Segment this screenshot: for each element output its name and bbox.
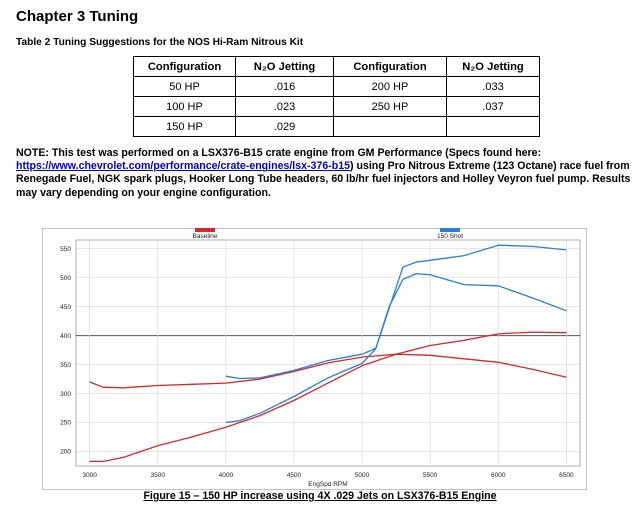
table-row: 150 HP .029 — [133, 116, 540, 137]
table-cell — [333, 116, 447, 137]
header-jetting-1: N₂O Jetting — [235, 56, 334, 77]
table-cell: .016 — [235, 76, 334, 97]
chart-series — [89, 244, 567, 463]
table-cell: 100 HP — [133, 96, 236, 117]
chart-ticks: 200 250 300 350 400 450 500 550 3000 3500 4000 4500… — [60, 246, 574, 479]
chart-legend: Baseline 150 Shot — [193, 228, 463, 240]
table-cell: .033 — [446, 76, 540, 97]
table-cell — [446, 116, 540, 137]
legend-swatch-shot — [440, 228, 460, 232]
y-tick-label: 450 — [60, 304, 71, 311]
x-tick-label: 5000 — [355, 472, 370, 479]
chapter-heading: Chapter 3 Tuning — [16, 8, 139, 25]
table-caption: Table 2 Tuning Suggestions for the NOS H… — [16, 37, 304, 48]
y-tick-label: 550 — [60, 246, 71, 253]
x-tick-label: 3500 — [150, 472, 165, 479]
x-tick-label: 4000 — [219, 472, 234, 479]
dyno-chart: 200 250 300 350 400 450 500 550 3000 3500 4000 4500… — [42, 228, 587, 490]
shot-hp-line — [225, 244, 567, 424]
y-tick-label: 400 — [60, 333, 71, 340]
y-tick-label: 350 — [60, 362, 71, 369]
specs-link[interactable]: https://www.chevrolet.com/performance/cr… — [16, 160, 351, 173]
plot-area — [75, 239, 581, 467]
table-cell: 50 HP — [133, 76, 236, 97]
x-tick-label: 6500 — [559, 472, 574, 479]
chart-frame — [42, 228, 587, 490]
note-text-end: ) using Pro Nitrous Extreme (123 Octane)… — [16, 160, 631, 199]
legend-swatch-baseline — [195, 228, 215, 232]
table-cell: 150 HP — [133, 116, 236, 137]
table-cell: .023 — [235, 96, 334, 117]
table-cell: 250 HP — [333, 96, 447, 117]
header-configuration-2: Configuration — [333, 56, 447, 77]
header-configuration-1: Configuration — [133, 56, 236, 77]
x-axis-label: EngSpd RPM — [308, 481, 347, 488]
x-tick-label: 6000 — [491, 472, 506, 479]
table-header-row: Configuration N₂O Jetting Configuration … — [133, 56, 540, 77]
chart-grid — [75, 239, 581, 467]
x-tick-label: 4500 — [287, 472, 302, 479]
table-cell: .037 — [446, 96, 540, 117]
test-note: NOTE: This test was performed on a LSX37… — [16, 147, 631, 200]
table-row: 50 HP .016 200 HP .033 — [133, 76, 540, 97]
baseline-hp-line — [89, 331, 567, 463]
legend-label-shot: 150 Shot — [437, 233, 463, 240]
x-tick-label: 3000 — [82, 472, 97, 479]
y-tick-label: 300 — [60, 391, 71, 398]
table-cell: .029 — [235, 116, 334, 137]
y-tick-label: 500 — [60, 275, 71, 282]
table-row: 100 HP .023 250 HP .037 — [133, 96, 540, 117]
tuning-table: Configuration N₂O Jetting Configuration … — [133, 56, 540, 137]
note-text-start: NOTE: This test was performed on a LSX37… — [16, 147, 542, 159]
baseline-torque-line — [89, 353, 567, 389]
x-tick-label: 5500 — [423, 472, 438, 479]
y-tick-label: 250 — [60, 420, 71, 427]
figure-caption: Figure 15 – 150 HP increase using 4X .02… — [0, 490, 640, 502]
y-tick-label: 200 — [60, 449, 71, 456]
header-jetting-2: N₂O Jetting — [446, 56, 540, 77]
legend-label-baseline: Baseline — [193, 233, 218, 240]
figure-caption-text: Figure 15 – 150 HP increase using 4X .02… — [143, 490, 497, 502]
table-cell: 200 HP — [333, 76, 447, 97]
